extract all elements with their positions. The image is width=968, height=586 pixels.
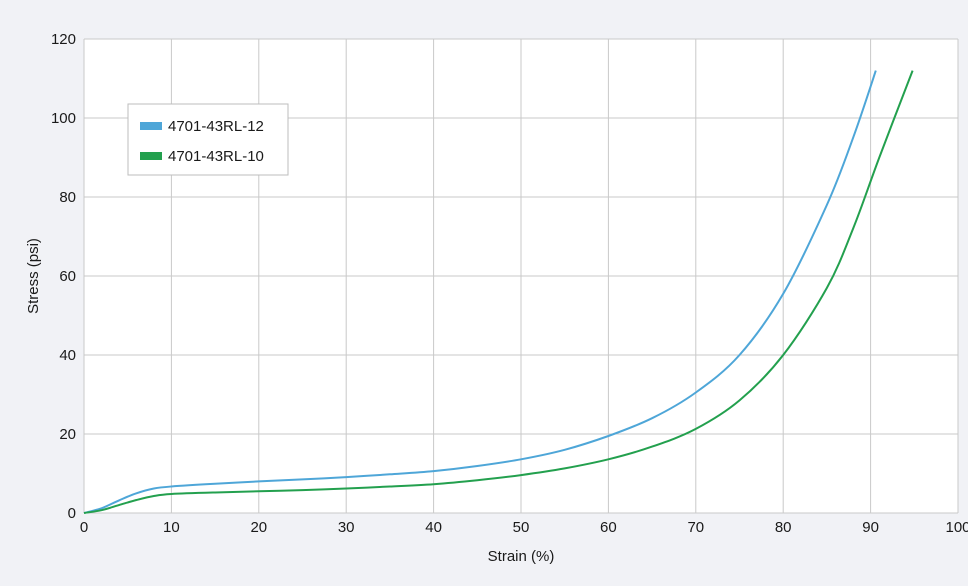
- x-axis-label: Strain (%): [488, 548, 555, 565]
- x-tick-label: 100: [945, 519, 968, 536]
- y-tick-label: 60: [59, 268, 76, 285]
- series-line: [83, 70, 877, 514]
- x-tick-label: 60: [600, 519, 617, 536]
- y-tick-label: 40: [59, 347, 76, 364]
- legend-box: [127, 103, 289, 176]
- y-tick-label: 20: [59, 426, 76, 443]
- x-tick-label: 50: [513, 519, 530, 536]
- x-tick-label: 70: [687, 519, 704, 536]
- series-lines: [83, 70, 914, 514]
- y-tick-label: 80: [59, 189, 76, 206]
- x-tick-label: 30: [338, 519, 355, 536]
- x-tick-label: 20: [250, 519, 267, 536]
- y-axis-label: Stress (psi): [25, 238, 42, 314]
- x-tick-labels: 0 10 20 30 40 50 60 70 80 90 100: [80, 519, 968, 536]
- x-tick-label: 40: [425, 519, 442, 536]
- legend-label: 4701-43RL-10: [168, 148, 264, 165]
- legend-swatch: [140, 152, 162, 160]
- legend: 4701-43RL-12 4701-43RL-10: [127, 103, 289, 176]
- legend-label: 4701-43RL-12: [168, 118, 264, 135]
- y-tick-label: 100: [51, 110, 76, 127]
- x-tick-label: 0: [80, 519, 88, 536]
- y-tick-label: 120: [51, 31, 76, 48]
- series-line: [83, 70, 914, 514]
- x-tick-label: 80: [775, 519, 792, 536]
- y-tick-label: 0: [68, 505, 76, 522]
- y-tick-labels: 0 20 40 60 80 100 120: [51, 31, 76, 522]
- x-tick-label: 10: [163, 519, 180, 536]
- x-tick-label: 90: [862, 519, 879, 536]
- legend-swatch: [140, 122, 162, 130]
